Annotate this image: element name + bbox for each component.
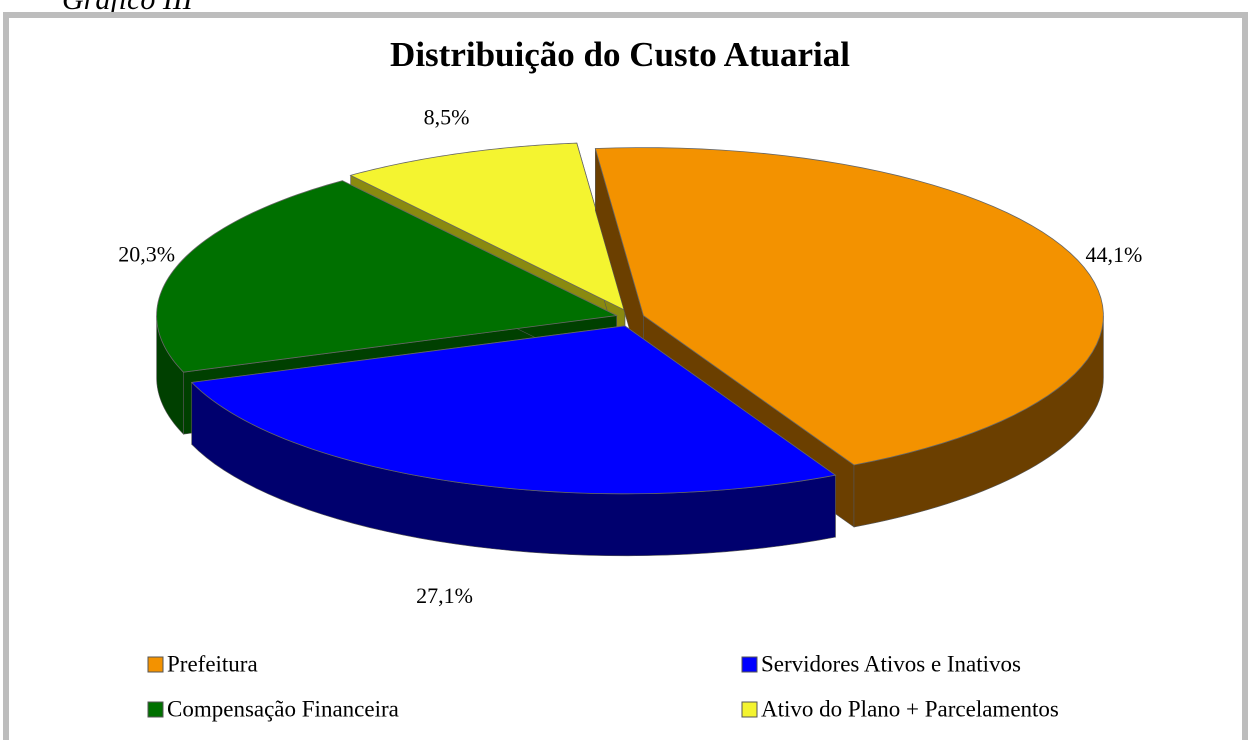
- pie-slice: [594, 147, 1104, 466]
- legend-swatch: [741, 656, 758, 673]
- legend-swatch: [147, 656, 164, 673]
- pie-slice: [349, 142, 626, 311]
- legend-swatch: [147, 701, 164, 718]
- legend-label: Ativo do Plano + Parcelamentos: [761, 696, 1059, 721]
- legend-label: Prefeitura: [167, 651, 258, 676]
- caption: Gráfico III: [62, 0, 195, 16]
- data-label: 8,5%: [424, 105, 470, 130]
- pie-slice: [190, 325, 837, 495]
- legend-label: Compensação Financeira: [167, 696, 399, 721]
- chart-title: Distribuição do Custo Atuarial: [390, 35, 850, 74]
- pie-slice: [156, 180, 618, 373]
- legend-label: Servidores Ativos e Inativos: [761, 651, 1021, 676]
- legend-swatch: [741, 701, 758, 718]
- data-label: 44,1%: [1085, 242, 1142, 267]
- data-label: 20,3%: [118, 241, 175, 266]
- data-label: 27,1%: [416, 583, 473, 608]
